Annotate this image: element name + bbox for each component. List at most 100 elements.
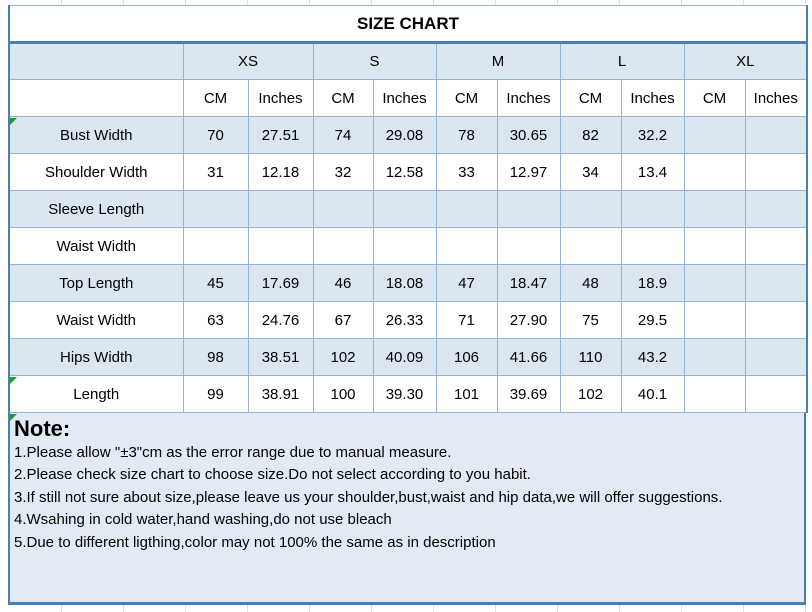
table-row: Waist Width 63 24.76 67 26.33 71 27.90 75 29.5	[8, 301, 809, 339]
size-value-cell	[496, 190, 561, 228]
size-value-cell	[683, 375, 746, 413]
size-value-cell: 46	[312, 264, 374, 302]
size-value-cell: 39.30	[372, 375, 437, 413]
size-value-cell: 33	[435, 153, 498, 191]
table-row: Sleeve Length	[8, 190, 809, 228]
size-value-cell	[559, 190, 622, 228]
table-row: Bust Width 70 27.51 74 29.08 78 30.65 82 32.2	[8, 116, 809, 154]
size-chart-table-body: SIZE CHART XS S M L XL CM Inches CM Inches CM Inch…	[7, 5, 809, 413]
size-value-cell: 34	[559, 153, 622, 191]
size-value-cell	[372, 227, 437, 265]
row-label: Waist Width	[8, 227, 184, 265]
table-row: Length 99 38.91 100 39.30 101 39.69 102 40.1	[8, 375, 809, 413]
size-value-cell	[496, 227, 561, 265]
size-value-cell: 27.90	[496, 301, 561, 339]
unit-header: Inches	[372, 79, 437, 117]
row-label: Length	[8, 375, 184, 413]
row-label: Sleeve Length	[8, 190, 184, 228]
size-value-cell: 12.97	[496, 153, 561, 191]
size-value-cell	[683, 227, 746, 265]
unit-header: Inches	[744, 79, 809, 117]
table-row: Waist Width	[8, 227, 809, 265]
unit-header: Inches	[247, 79, 314, 117]
unit-header: CM	[559, 79, 622, 117]
size-value-cell	[683, 116, 746, 154]
table-row: Shoulder Width 31 12.18 32 12.58 33 12.97 34 13.…	[8, 153, 809, 191]
unit-header: CM	[182, 79, 249, 117]
size-header: XS	[182, 42, 314, 80]
table-row: Hips Width 98 38.51 102 40.09 106 41.66 110 43.2	[8, 338, 809, 376]
size-value-cell	[247, 190, 314, 228]
size-chart-table: SIZE CHART XS S M L XL CM Inches CM Inches CM Inch…	[7, 5, 809, 413]
row-label: Bust Width	[8, 116, 184, 154]
size-value-cell	[435, 227, 498, 265]
note-line: 4.Wsahing in cold water,hand washing,do …	[14, 511, 392, 529]
size-value-cell	[744, 116, 809, 154]
size-value-cell: 18.9	[620, 264, 685, 302]
row-label: Hips Width	[8, 338, 184, 376]
size-value-cell: 41.66	[496, 338, 561, 376]
size-value-cell: 26.33	[372, 301, 437, 339]
size-value-cell: 106	[435, 338, 498, 376]
note-box: Note: 1.Please allow "±3"cm as the error…	[8, 412, 806, 605]
size-value-cell: 29.08	[372, 116, 437, 154]
size-value-cell: 74	[312, 116, 374, 154]
size-value-cell: 40.1	[620, 375, 685, 413]
cell-error-indicator-icon	[10, 377, 17, 384]
size-value-cell	[683, 338, 746, 376]
size-value-cell: 101	[435, 375, 498, 413]
note-line: 5.Due to different ligthing,color may no…	[14, 533, 496, 551]
size-header-row: XS S M L XL	[8, 42, 809, 80]
size-value-cell: 63	[182, 301, 249, 339]
size-value-cell	[744, 190, 809, 228]
unit-header: Inches	[496, 79, 561, 117]
size-value-cell: 82	[559, 116, 622, 154]
title-row: SIZE CHART	[7, 5, 809, 44]
note-line: 1.Please allow "±3"cm as the error range…	[14, 444, 452, 461]
size-value-cell	[744, 153, 809, 191]
size-value-cell	[683, 153, 746, 191]
size-value-cell: 18.08	[372, 264, 437, 302]
unit-header: CM	[683, 79, 746, 117]
size-value-cell: 38.51	[247, 338, 314, 376]
spreadsheet-gridlines-bottom	[0, 605, 812, 612]
size-value-cell: 78	[435, 116, 498, 154]
size-value-cell	[247, 227, 314, 265]
size-value-cell: 110	[559, 338, 622, 376]
size-value-cell: 102	[559, 375, 622, 413]
size-value-cell	[620, 227, 685, 265]
row-label: Top Length	[8, 264, 184, 302]
size-value-cell: 67	[312, 301, 374, 339]
size-value-cell	[312, 227, 374, 265]
size-value-cell: 38.91	[247, 375, 314, 413]
size-value-cell	[744, 338, 809, 376]
size-value-cell: 100	[312, 375, 374, 413]
table-row: Top Length 45 17.69 46 18.08 47 18.47 48 18.9	[8, 264, 809, 302]
size-value-cell: 70	[182, 116, 249, 154]
unit-header-row: CM Inches CM Inches CM Inches CM Inches CM Inches	[8, 79, 809, 117]
size-value-cell	[620, 190, 685, 228]
size-header: L	[559, 42, 685, 80]
size-value-cell: 30.65	[496, 116, 561, 154]
size-value-cell: 48	[559, 264, 622, 302]
size-value-cell: 32	[312, 153, 374, 191]
size-value-cell: 12.58	[372, 153, 437, 191]
size-value-cell: 29.5	[620, 301, 685, 339]
size-value-cell: 99	[182, 375, 249, 413]
size-value-cell	[744, 301, 809, 339]
cell-error-indicator-icon	[10, 118, 17, 125]
row-label: Waist Width	[8, 301, 184, 339]
size-value-cell: 47	[435, 264, 498, 302]
size-header: XL	[683, 42, 809, 80]
size-value-cell	[683, 264, 746, 302]
size-value-cell: 45	[182, 264, 249, 302]
size-value-cell: 32.2	[620, 116, 685, 154]
size-value-cell	[683, 301, 746, 339]
size-value-cell	[683, 190, 746, 228]
spreadsheet-gridlines-top	[0, 0, 812, 5]
unit-header: Inches	[620, 79, 685, 117]
size-value-cell	[312, 190, 374, 228]
size-value-cell	[182, 190, 249, 228]
size-value-cell: 13.4	[620, 153, 685, 191]
corner-cell	[8, 42, 184, 80]
